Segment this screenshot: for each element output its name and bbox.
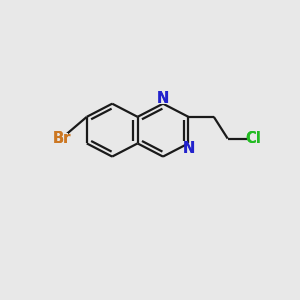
Text: Br: Br bbox=[52, 131, 70, 146]
Text: N: N bbox=[157, 91, 169, 106]
Bar bbox=[55, 134, 68, 144]
Bar bbox=[159, 94, 167, 104]
Text: N: N bbox=[182, 141, 195, 156]
Bar bbox=[185, 143, 192, 154]
Text: N: N bbox=[157, 91, 169, 106]
Text: Br: Br bbox=[52, 131, 70, 146]
Text: Cl: Cl bbox=[245, 131, 261, 146]
Text: N: N bbox=[182, 141, 195, 156]
Text: Cl: Cl bbox=[245, 131, 261, 146]
Bar bbox=[247, 134, 260, 144]
